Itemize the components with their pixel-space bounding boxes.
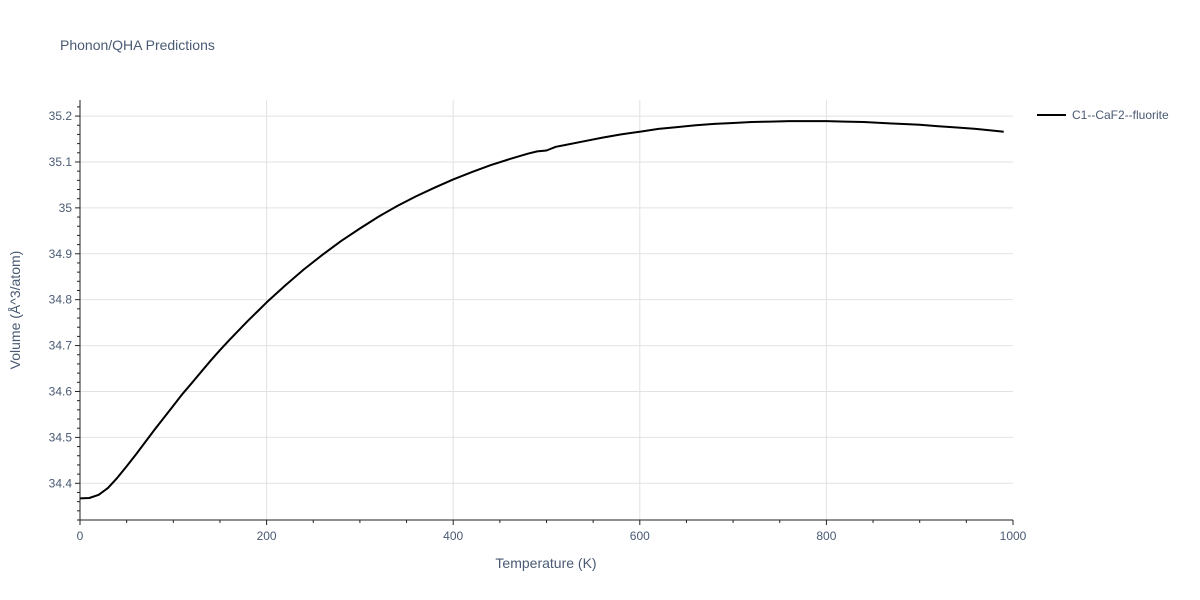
x-tick-label: 1000 <box>1000 529 1027 543</box>
y-tick-label: 34.4 <box>49 476 73 490</box>
x-tick-label: 400 <box>443 529 463 543</box>
y-tick-label: 35.2 <box>49 109 73 123</box>
y-axis-title: Volume (Å^3/atom) <box>7 251 23 370</box>
x-axis-title: Temperature (K) <box>495 555 596 571</box>
legend-label: C1--CaF2--fluorite <box>1072 108 1169 122</box>
y-tick-label: 34.6 <box>49 384 73 398</box>
y-tick-label: 34.8 <box>49 293 73 307</box>
chart-title: Phonon/QHA Predictions <box>60 37 215 53</box>
x-tick-label: 800 <box>816 529 836 543</box>
axes: 0 200 400 600 800 1000 34.4 34.5 34.6 34.7 34.8 34.… <box>49 100 1027 543</box>
x-tick-label: 600 <box>630 529 650 543</box>
y-tick-label: 34.7 <box>49 339 73 353</box>
grid <box>80 100 1013 520</box>
plot-area <box>79 120 1004 500</box>
y-tick-label: 34.9 <box>49 247 73 261</box>
legend[interactable]: C1--CaF2--fluorite <box>1037 108 1169 122</box>
series-line <box>79 120 1004 500</box>
x-tick-label: 0 <box>77 529 84 543</box>
y-tick-label: 35.1 <box>49 155 73 169</box>
y-tick-label: 35 <box>59 201 73 215</box>
y-tick-label: 34.5 <box>49 430 73 444</box>
x-tick-label: 200 <box>257 529 277 543</box>
